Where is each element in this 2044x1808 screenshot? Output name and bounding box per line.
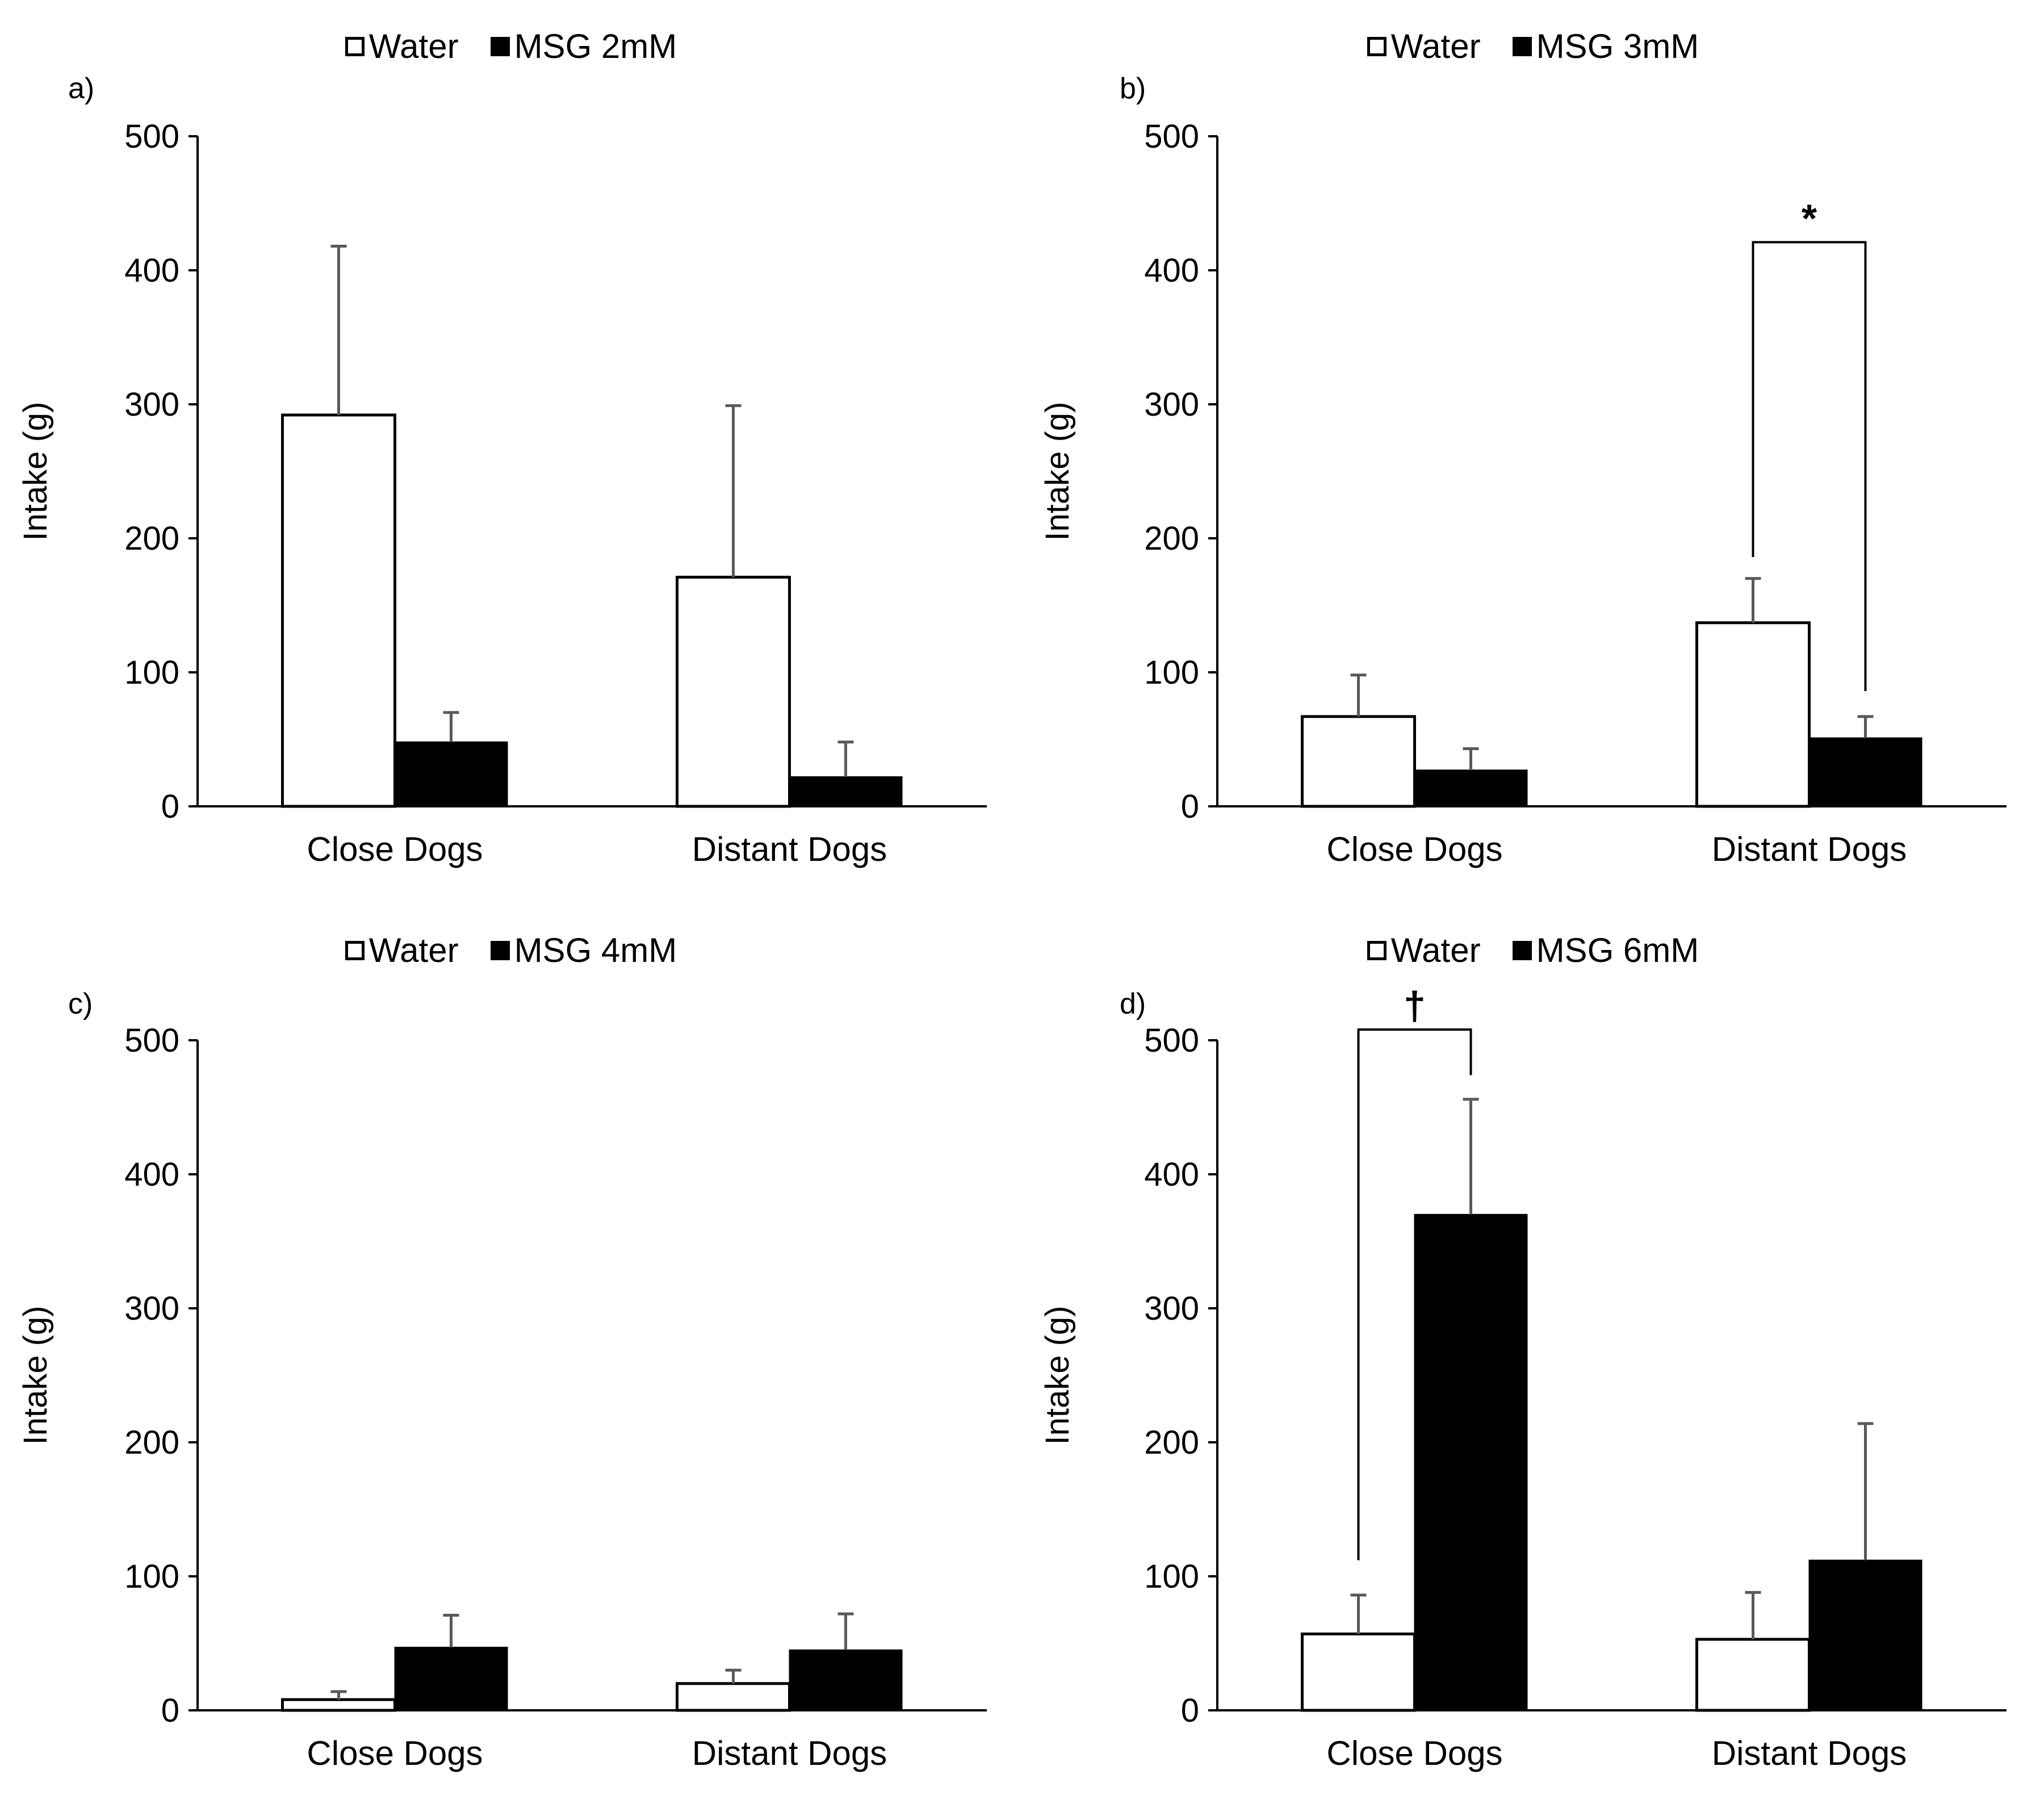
y-axis-title: Intake (g) [17, 402, 54, 541]
y-tick-label: 200 [1144, 1424, 1199, 1461]
chart-panel-c: c) Water MSG 4mM 0 100 200 300 400 500 Intake … [0, 904, 1022, 1808]
significance-bracket [1357, 1028, 1472, 1560]
bar-water [281, 1698, 396, 1712]
bar-water [1695, 621, 1811, 808]
y-axis-title: Intake (g) [1039, 402, 1076, 541]
bar-water [1695, 1638, 1811, 1712]
y-tick-label: 300 [124, 386, 179, 423]
y-tick-label: 500 [1144, 118, 1199, 155]
y-tick-label: 0 [161, 1692, 179, 1729]
x-tick-label: Distant Dogs [1712, 1734, 1907, 1772]
y-tick-label: 0 [1181, 1692, 1199, 1729]
legend-item-water: Water [345, 934, 459, 968]
legend-label-water: Water [1390, 27, 1481, 65]
y-tick-label: 100 [1144, 1558, 1199, 1595]
y-axis-title: Intake (g) [17, 1306, 54, 1445]
legend: Water MSG 4mM [0, 934, 1022, 968]
legend-swatch-msg [1512, 941, 1532, 960]
x-tick-label: Distant Dogs [692, 1734, 887, 1772]
panel-label: b) [1120, 72, 1146, 105]
y-tick-label: 200 [124, 520, 179, 557]
bar-water [281, 413, 396, 808]
bar-msg [789, 1649, 903, 1711]
y-tick-label: 300 [124, 1290, 179, 1327]
bar-water [676, 575, 791, 808]
legend-label-water: Water [1390, 931, 1481, 969]
bar-msg [1808, 737, 1922, 807]
legend-item-water: Water [1367, 30, 1481, 64]
y-tick-label: 0 [1181, 788, 1199, 825]
chart-panel-b: b) Water MSG 3mM 0 100 200 300 400 500 Intake … [1022, 0, 2044, 904]
significance-marker: † [1404, 983, 1426, 1028]
bar-chart-plot: 0 100 200 300 400 500 Intake (g) Close Dogs Dist… [1039, 118, 2007, 868]
y-tick-label: 300 [1144, 386, 1199, 423]
y-tick-label: 100 [124, 1558, 179, 1595]
legend-item-msg: MSG 3mM [1512, 27, 1699, 65]
legend: Water MSG 6mM [1022, 934, 2044, 968]
legend-swatch-water [1367, 37, 1387, 56]
legend-swatch-water [345, 37, 365, 56]
x-tick-label: Distant Dogs [1712, 830, 1907, 868]
panel-label: d) [1120, 987, 1146, 1020]
bar-water [1301, 1632, 1416, 1712]
legend-item-msg: MSG 2mM [490, 27, 677, 65]
chart-panel-a: a) Water MSG 2mM 0 100 200 300 400 500 Intake … [0, 0, 1022, 904]
legend-label-msg: MSG 2mM [514, 27, 677, 65]
legend-swatch-water [1367, 941, 1387, 960]
y-tick-label: 400 [124, 252, 179, 289]
legend-label-msg: MSG 4mM [514, 931, 677, 969]
y-tick-label: 400 [1144, 252, 1199, 289]
legend: Water MSG 2mM [0, 30, 1022, 64]
bar-msg [1414, 769, 1528, 807]
bar-msg [1414, 1213, 1528, 1711]
legend-item-msg: MSG 4mM [490, 931, 677, 969]
x-tick-label: Close Dogs [307, 1734, 483, 1772]
y-tick-label: 100 [124, 654, 179, 691]
y-tick-label: 500 [124, 1022, 179, 1059]
bar-water [676, 1682, 791, 1712]
legend-swatch-msg [490, 941, 510, 960]
bar-chart-plot: 0 100 200 300 400 500 Intake (g) Close Dogs Dist… [17, 118, 987, 868]
legend-item-water: Water [1367, 934, 1481, 968]
x-tick-label: Close Dogs [1326, 1734, 1502, 1772]
legend-label-water: Water [368, 931, 459, 969]
legend-swatch-msg [490, 37, 510, 56]
legend-swatch-msg [1512, 37, 1532, 56]
x-tick-label: Distant Dogs [692, 830, 887, 868]
bar-chart-plot: 0 100 200 300 400 500 Intake (g) Close Dogs Dist… [1039, 983, 2007, 1772]
y-tick-label: 400 [124, 1156, 179, 1193]
significance-bracket [1752, 241, 1867, 692]
legend-item-msg: MSG 6mM [1512, 931, 1699, 969]
y-tick-label: 200 [124, 1424, 179, 1461]
panel-label: a) [68, 72, 95, 105]
legend: Water MSG 3mM [1022, 30, 2044, 64]
x-tick-label: Close Dogs [1326, 830, 1502, 868]
y-tick-label: 200 [1144, 520, 1199, 557]
legend-item-water: Water [345, 30, 459, 64]
y-tick-label: 0 [161, 788, 179, 825]
bar-msg [394, 741, 508, 807]
legend-label-water: Water [368, 27, 459, 65]
y-tick-label: 500 [1144, 1022, 1199, 1059]
y-tick-label: 300 [1144, 1290, 1199, 1327]
y-tick-label: 400 [1144, 1156, 1199, 1193]
legend-label-msg: MSG 6mM [1536, 931, 1699, 969]
bar-msg [789, 776, 903, 807]
bar-chart-plot: 0 100 200 300 400 500 Intake (g) Close Dogs Dist… [17, 1022, 987, 1772]
y-tick-label: 500 [124, 118, 179, 155]
y-tick-label: 100 [1144, 654, 1199, 691]
bar-water [1301, 715, 1416, 808]
y-axis-title: Intake (g) [1039, 1306, 1076, 1445]
chart-panel-d: d) Water MSG 6mM 0 100 200 300 400 500 Intake … [1022, 904, 2044, 1808]
panel-label: c) [68, 987, 93, 1020]
legend-label-msg: MSG 3mM [1536, 27, 1699, 65]
significance-marker: * [1802, 196, 1817, 240]
bar-msg [394, 1647, 508, 1711]
bar-msg [1808, 1559, 1922, 1711]
x-tick-label: Close Dogs [307, 830, 483, 868]
legend-swatch-water [345, 941, 365, 960]
